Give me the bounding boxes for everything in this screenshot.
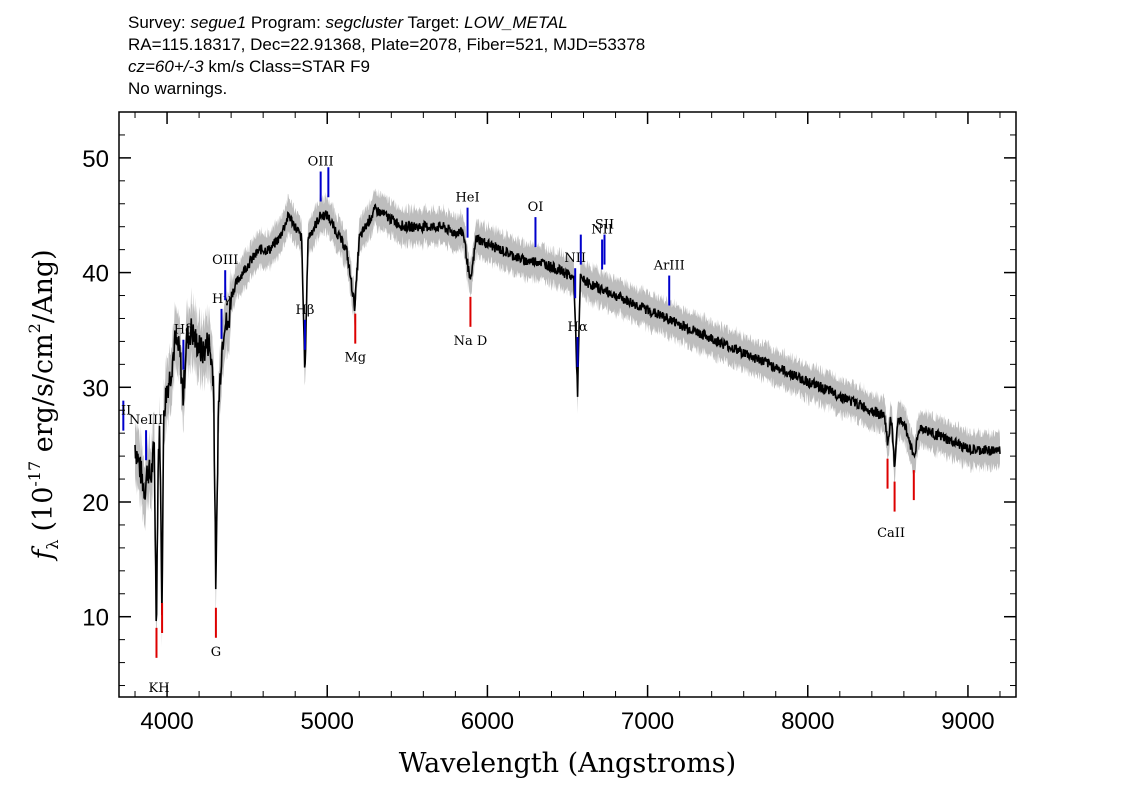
absorption-line-label: G bbox=[211, 645, 221, 660]
y-axis-unit-text: erg/s/cm bbox=[28, 333, 59, 461]
emission-line-label: OIII bbox=[212, 253, 238, 268]
x-tick-label: 4000 bbox=[140, 708, 193, 735]
y-axis-unit-text: (10 bbox=[28, 487, 59, 532]
y-tick-label: 30 bbox=[82, 375, 109, 402]
x-tick-label: 7000 bbox=[621, 708, 674, 735]
y-tick-label: 50 bbox=[82, 146, 109, 173]
emission-line-label: NII bbox=[591, 223, 613, 238]
emission-line-label: Hγ bbox=[212, 292, 231, 307]
survey-label: Survey: bbox=[128, 13, 186, 32]
axis-ticks: 4000 5000 6000 7000 8000 9000 10 20 30 40 50 bbox=[82, 111, 1016, 735]
program-value: segcluster bbox=[325, 13, 404, 32]
emission-line-label: Hα bbox=[568, 320, 588, 335]
x-tick-label: 9000 bbox=[941, 708, 994, 735]
emission-line-label: OIII bbox=[308, 155, 334, 170]
kh-label: KH bbox=[149, 681, 170, 696]
caii-label: CaII bbox=[877, 526, 905, 541]
emission-line-label: NII bbox=[564, 251, 586, 266]
header-line-1: Survey: segue1 Program: segcluster Targe… bbox=[128, 12, 645, 34]
x-axis-title: Wavelength (Angstroms) bbox=[399, 748, 736, 779]
header-line-4: No warnings. bbox=[128, 79, 228, 98]
plot-frame bbox=[118, 111, 1017, 698]
emission-line-label: SII bbox=[595, 218, 614, 233]
y-axis-lambda-subscript: λ bbox=[43, 540, 62, 550]
target-value: LOW_METAL bbox=[464, 13, 568, 32]
error-band bbox=[135, 188, 1000, 653]
y-tick-label: 40 bbox=[82, 261, 109, 288]
y-axis-title: fλ (10-17 erg/s/cm2/Ang) bbox=[25, 249, 62, 561]
absorption-line-label: Mg bbox=[344, 351, 366, 366]
y-axis-flux-symbol: f bbox=[28, 546, 59, 562]
header-line-2: RA=115.18317, Dec=22.91368, Plate=2078, … bbox=[128, 35, 646, 54]
spectrum-header: Survey: segue1 Program: segcluster Targe… bbox=[128, 12, 645, 100]
emission-line-label: HeI bbox=[455, 191, 479, 206]
x-tick-label: 5000 bbox=[301, 708, 354, 735]
emission-line-label: OI bbox=[528, 200, 544, 215]
y-axis-unit-text: /Ang) bbox=[28, 249, 59, 323]
emission-line-label: Hδ bbox=[174, 323, 193, 338]
survey-value: segue1 bbox=[190, 13, 247, 32]
absorption-line-label: Na D bbox=[454, 334, 488, 349]
y-axis-superscript: 2 bbox=[25, 323, 44, 333]
x-tick-label: 6000 bbox=[461, 708, 514, 735]
emission-line-label: NeIII bbox=[129, 413, 163, 428]
emission-extra-label: II bbox=[121, 404, 131, 419]
class-value: km/s Class=STAR F9 bbox=[203, 57, 371, 76]
line-markers: NeIIIHδHγOIIIHβOIIIHeIOINIIHαNIISIIArIII… bbox=[121, 155, 915, 696]
y-tick-label: 10 bbox=[82, 605, 109, 632]
cz-value: cz=60+/-3 bbox=[128, 57, 204, 76]
x-tick-label: 8000 bbox=[781, 708, 834, 735]
y-axis-superscript: -17 bbox=[25, 461, 44, 487]
header-line-3: cz=60+/-3 km/s Class=STAR F9 bbox=[128, 56, 645, 78]
spectrum-series bbox=[134, 203, 1001, 622]
target-label: Target: bbox=[407, 13, 460, 32]
spectrum-line bbox=[134, 203, 1001, 622]
emission-line-label: Hβ bbox=[296, 303, 315, 318]
emission-line-label: ArIII bbox=[653, 259, 685, 274]
y-tick-label: 20 bbox=[82, 490, 109, 517]
error-band-area bbox=[135, 188, 1000, 653]
program-label: Program: bbox=[250, 13, 321, 32]
